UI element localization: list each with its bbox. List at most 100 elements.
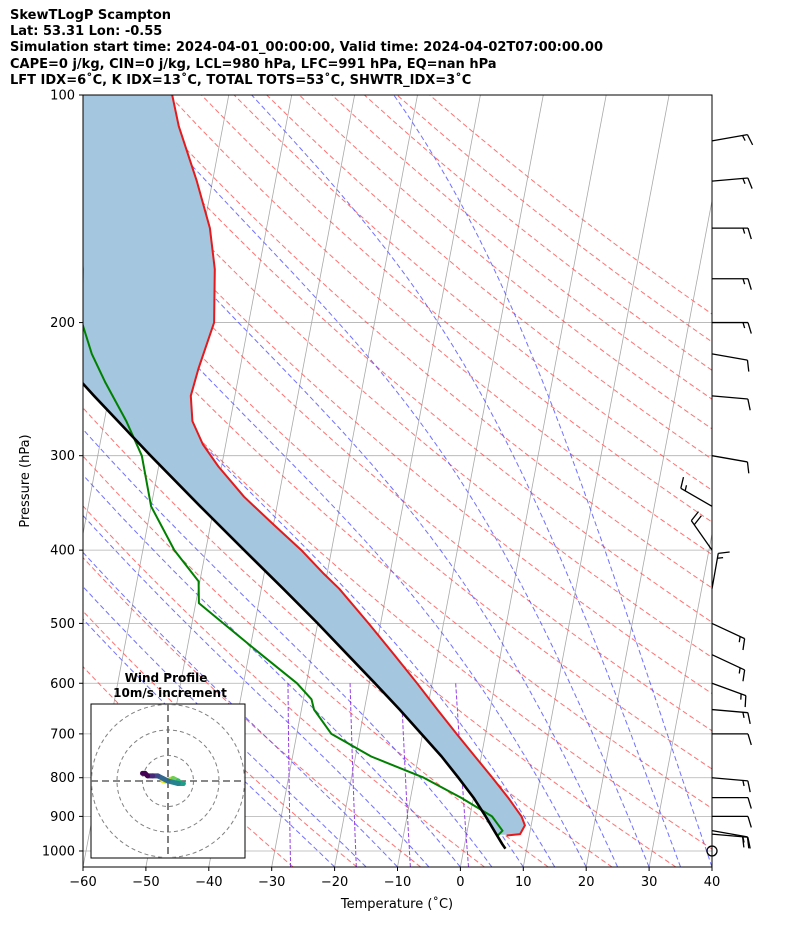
mixing-ratio-line	[349, 683, 357, 867]
barb-staff	[711, 353, 748, 361]
barb-staff	[711, 622, 745, 640]
mixing-ratio-line	[287, 683, 292, 867]
x-tick-label: 10	[515, 875, 532, 890]
barb-staff	[711, 682, 747, 697]
barb-staff	[711, 177, 748, 182]
dry-adiabat	[83, 407, 613, 867]
moist-adiabat	[83, 428, 493, 867]
barb-flag	[717, 556, 724, 559]
wind-barb	[690, 511, 713, 551]
dry-adiabat	[364, 95, 712, 371]
x-tick-label: 20	[578, 875, 595, 890]
chart-title: SkewTLogP Scampton	[10, 8, 172, 23]
wind-barb	[711, 654, 746, 682]
moist-adiabat	[83, 514, 430, 867]
barb-flag	[684, 485, 688, 491]
location-line: Lat: 53.31 Lon: -0.55	[10, 24, 163, 40]
profile-layer	[83, 95, 526, 850]
barb-staff	[711, 133, 748, 142]
isotherm-line	[648, 531, 712, 867]
wind-barb	[712, 815, 752, 828]
x-tick-label: 0	[456, 875, 464, 890]
y-tick-label: 1000	[42, 844, 75, 859]
wind-barb	[711, 830, 750, 849]
isotherm-line	[271, 95, 418, 867]
x-tick-label: −10	[384, 875, 411, 890]
y-tick-label: 100	[50, 89, 75, 104]
dry-adiabat	[298, 95, 712, 430]
barb-staff	[711, 777, 748, 782]
wind-barb	[712, 227, 752, 240]
y-axis-title: Pressure (hPa)	[18, 434, 33, 527]
moist-adiabat	[83, 240, 587, 867]
barb-staff	[711, 654, 745, 671]
y-tick-label: 800	[50, 771, 75, 786]
dry-adiabat	[168, 95, 712, 556]
dry-adiabat	[83, 108, 712, 659]
y-tick-label: 400	[50, 544, 75, 559]
barb-flag	[742, 227, 746, 234]
isotherm-line	[522, 95, 670, 867]
wind-barb	[712, 796, 752, 809]
dry-adiabat	[83, 610, 358, 867]
x-tick-label: 30	[641, 875, 658, 890]
isotherm-line	[585, 198, 712, 867]
mixing-ratio-line	[455, 683, 469, 867]
chart-header: SkewTLogP Scampton Lat: 53.31 Lon: -0.55…	[10, 8, 603, 89]
barb-flag	[746, 836, 750, 849]
wind-barb	[711, 708, 751, 725]
moist-adiabat	[83, 585, 367, 867]
moist-adiabat	[393, 95, 712, 867]
barb-staff	[711, 830, 748, 838]
x-axis-title: Temperature (˚C)	[340, 896, 453, 912]
barb-flag	[746, 360, 750, 372]
dry-adiabat	[83, 228, 712, 770]
y-tick-label: 700	[50, 727, 75, 742]
wind-barb	[711, 622, 746, 651]
dry-adiabat	[266, 95, 712, 460]
barb-flag	[741, 835, 745, 848]
barb-flag	[680, 476, 685, 489]
time-line: Simulation start time: 2024-04-01_00:00:…	[10, 40, 603, 56]
wind-barb	[711, 133, 754, 146]
y-tick-label: 500	[50, 617, 75, 632]
dry-adiabat	[83, 455, 549, 867]
wind-barbs	[680, 133, 754, 857]
barb-flag	[738, 667, 741, 674]
barb-flag	[747, 227, 752, 240]
moist-adiabat	[83, 618, 335, 867]
dry-adiabat	[429, 95, 712, 315]
barb-flag	[747, 398, 751, 411]
x-tick-label: 40	[704, 875, 721, 890]
barb-flag	[718, 551, 730, 555]
barb-flag	[693, 515, 702, 526]
barb-flag	[747, 712, 751, 725]
wind-barb	[712, 278, 752, 290]
moist-adiabat	[251, 95, 681, 867]
dewpoint-line	[83, 257, 504, 837]
axes: −60 −50 −40 −30 −20 −10 0 10 20 30 40 100 200 300 400 5…	[42, 89, 720, 891]
wind-barb	[712, 733, 752, 746]
barb-staff	[711, 553, 719, 589]
x-tick-label: −40	[195, 875, 222, 890]
temperature-line	[171, 95, 526, 837]
dry-adiabat	[83, 271, 712, 809]
dry-adiabat	[83, 187, 712, 732]
wind-barb	[711, 353, 750, 372]
x-tick-label: −20	[321, 875, 348, 890]
indices-line-1: CAPE=0 j/kg, CIN=0 j/kg, LCL=980 hPa, LF…	[10, 56, 497, 72]
barb-staff	[711, 833, 748, 838]
barb-flag	[742, 322, 746, 329]
isotherm-line	[460, 95, 607, 867]
cape-cin-shading	[83, 95, 525, 835]
barb-flag	[741, 135, 746, 141]
barb-staff	[711, 395, 748, 400]
barb-flag	[742, 178, 746, 185]
calm-wind-circle	[706, 845, 718, 857]
x-tick-label: −60	[69, 875, 96, 890]
dry-adiabat	[331, 95, 712, 400]
barb-staff	[711, 455, 748, 463]
barb-flag	[747, 733, 752, 746]
barb-flag	[747, 278, 752, 290]
